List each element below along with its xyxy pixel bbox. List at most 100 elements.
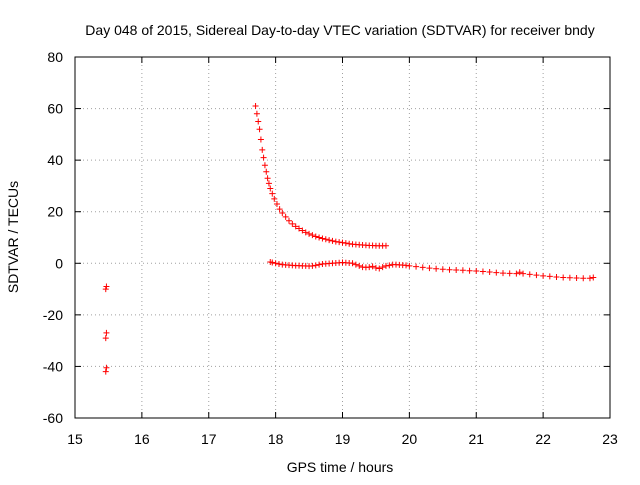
data-point	[493, 269, 500, 276]
data-point	[292, 223, 299, 230]
x-tick-label: 15	[67, 431, 83, 447]
tick-labels: 15 16 17 18 19 20 21 22 23 -60 -40 -20 0 20 40 60 80	[43, 49, 618, 447]
data-point	[103, 329, 110, 336]
data-point	[312, 262, 319, 269]
data-point	[580, 275, 587, 282]
data-point	[466, 267, 473, 274]
data-point	[275, 261, 282, 268]
y-tick-label: 20	[47, 204, 63, 220]
data-point	[406, 262, 413, 269]
data-point	[103, 283, 110, 290]
data-point	[102, 368, 109, 375]
grid	[75, 57, 610, 418]
data-point	[433, 265, 440, 272]
data-point	[299, 227, 306, 234]
data-point	[267, 185, 274, 192]
data-point	[540, 272, 547, 279]
data-point	[261, 162, 268, 169]
data-point	[309, 262, 316, 269]
data-point	[369, 263, 376, 270]
data-point	[102, 286, 109, 293]
data-point	[413, 263, 420, 270]
data-point	[289, 220, 296, 227]
data-point	[459, 267, 466, 274]
data-point	[306, 230, 313, 237]
data-point	[271, 195, 278, 202]
y-tick-label: -40	[43, 358, 63, 374]
data-point	[372, 264, 379, 271]
y-tick-label: -60	[43, 410, 63, 426]
chart-title: Day 048 of 2015, Sidereal Day-to-day VTE…	[85, 22, 594, 38]
data-point	[286, 217, 292, 224]
x-axis-label: GPS time / hours	[287, 459, 394, 475]
data-point	[382, 242, 389, 249]
data-point	[573, 274, 580, 281]
data-point	[473, 268, 480, 275]
data-point	[560, 274, 567, 281]
data-point	[319, 235, 326, 242]
data-point	[403, 262, 410, 269]
data-point	[252, 102, 259, 109]
data-point	[513, 270, 520, 277]
y-axis-label: SDTVAR / TECUs	[5, 181, 21, 293]
data-point	[316, 261, 323, 268]
data-point	[479, 268, 486, 275]
data-point	[253, 110, 260, 117]
data-point	[386, 262, 393, 269]
y-tick-label: 80	[47, 49, 63, 65]
data-point	[322, 236, 329, 243]
data-point	[282, 213, 289, 220]
x-tick-label: 17	[201, 431, 217, 447]
data-point	[259, 146, 266, 153]
data-point	[103, 364, 110, 371]
data-point	[273, 200, 280, 207]
data-point	[486, 269, 493, 276]
data-point	[312, 233, 319, 240]
data-point	[256, 126, 263, 133]
data-point	[272, 260, 279, 267]
data-point	[260, 154, 267, 161]
x-tick-label: 20	[402, 431, 418, 447]
data-point	[516, 269, 523, 276]
data-point	[336, 239, 343, 246]
data-point	[426, 265, 433, 272]
data-point	[526, 271, 533, 278]
data-point	[257, 136, 264, 143]
x-tick-label: 16	[134, 431, 150, 447]
data-point	[269, 190, 276, 197]
data-point	[265, 180, 272, 187]
y-tick-label: -20	[43, 307, 63, 323]
data-point	[349, 260, 356, 267]
data-point	[356, 262, 363, 269]
data-point	[446, 266, 453, 273]
data-point	[255, 118, 262, 125]
data-point	[339, 239, 346, 246]
y-tick-label: 60	[47, 101, 63, 117]
x-tick-label: 21	[468, 431, 484, 447]
data-point	[382, 262, 389, 269]
data-point	[102, 335, 109, 342]
data-point	[553, 273, 560, 280]
data-point	[419, 264, 426, 271]
x-tick-label: 18	[268, 431, 284, 447]
data-point	[533, 272, 540, 279]
data-point	[296, 225, 303, 232]
data-point	[439, 266, 446, 273]
data-point	[309, 232, 316, 239]
data-point	[506, 270, 513, 277]
data-point	[332, 238, 339, 245]
data-point	[453, 266, 460, 273]
data-point	[276, 206, 283, 213]
data-point	[366, 264, 373, 271]
data-point	[520, 270, 527, 277]
y-tick-label: 40	[47, 152, 63, 168]
data-point	[279, 210, 286, 217]
data-point	[329, 237, 336, 244]
data-point	[376, 265, 383, 272]
data-point	[264, 175, 271, 182]
data-point	[302, 229, 309, 236]
data-point	[352, 261, 359, 268]
